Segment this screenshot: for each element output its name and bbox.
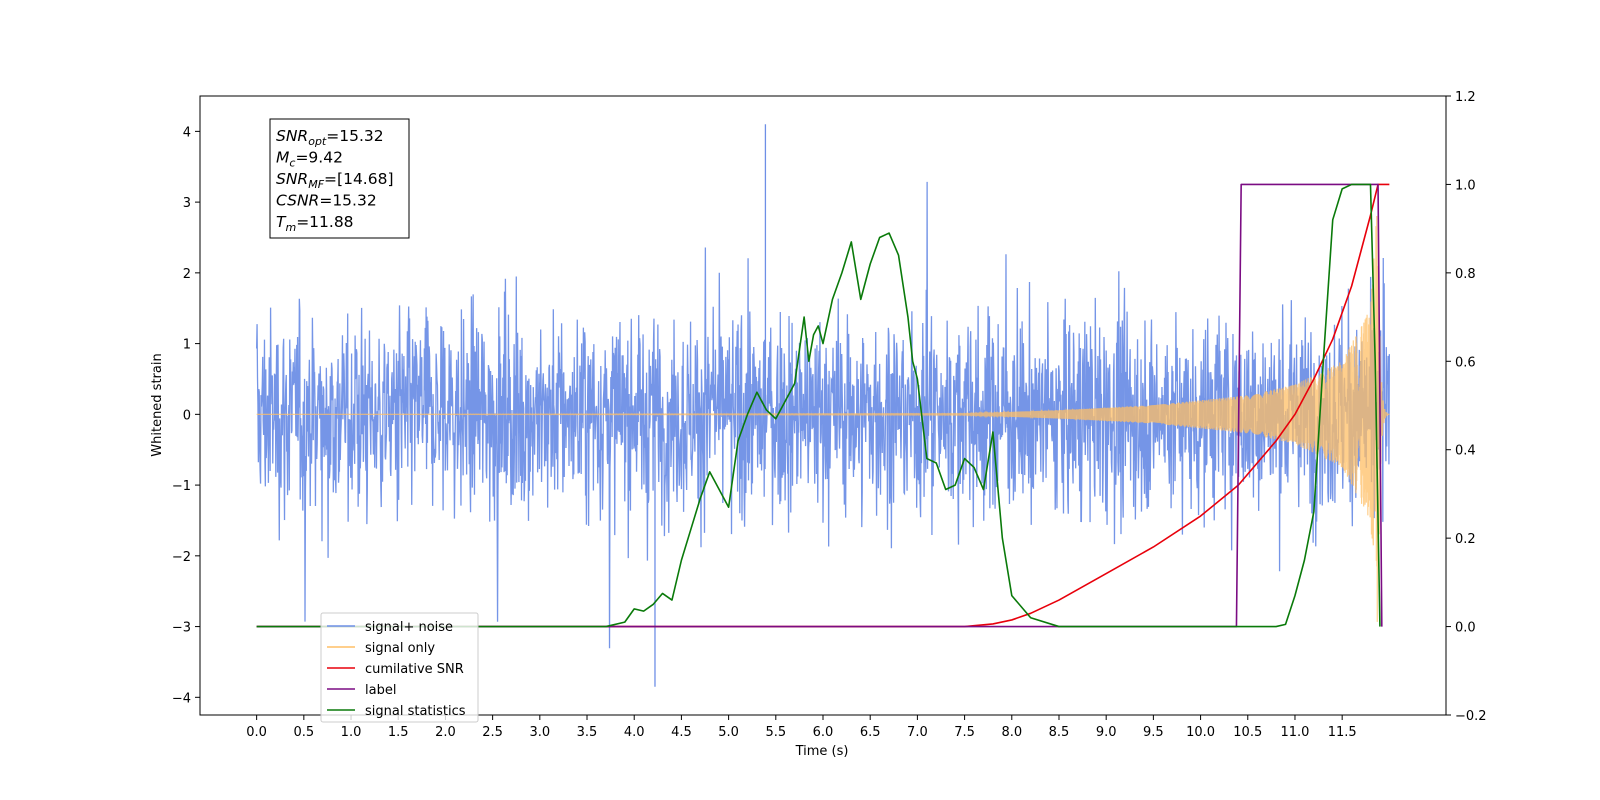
y-tick-label: 2 (183, 267, 191, 282)
y2-tick-label: 0.0 (1455, 621, 1476, 636)
x-tick-label: 7.0 (907, 725, 928, 740)
y-tick-label: −1 (172, 479, 191, 494)
y-tick-label: −2 (172, 550, 191, 565)
info-box-frame (269, 118, 410, 239)
signal-only-line (256, 215, 1390, 622)
y2-tick-label: −0.2 (1455, 709, 1487, 724)
info-value: =[14.68] (324, 170, 393, 188)
x-tick-label: 8.5 (1049, 725, 1070, 740)
y-tick-label: −3 (172, 621, 191, 636)
series-signal-statistics (256, 183, 1381, 628)
legend-label: cumilative SNR (365, 662, 464, 677)
y2-tick-label: 0.6 (1455, 355, 1476, 370)
x-tick-label: 10.5 (1233, 725, 1262, 740)
x-tick-label: 3.0 (529, 725, 550, 740)
x-tick-label: 11.5 (1328, 725, 1357, 740)
info-value: =15.32 (319, 192, 376, 210)
info-line: Mc=9.42 (276, 149, 343, 170)
x-tick-label: 9.0 (1096, 725, 1117, 740)
info-line: SNRMF=[14.68] (276, 170, 394, 191)
x-tick-label: 11.0 (1280, 725, 1309, 740)
y2-tick-label: 0.2 (1455, 532, 1476, 547)
info-line: CSNR=15.32 (276, 192, 377, 210)
y-tick-label: 0 (183, 408, 191, 423)
plot-area (255, 124, 1391, 687)
x-tick-label: 8.0 (1001, 725, 1022, 740)
x-tick-label: 5.0 (718, 725, 739, 740)
x-tick-label: 6.0 (813, 725, 834, 740)
x-axis: 0.0 0.5 1.0 1.5 2.0 2.5 3.0 3.5 4.0 4.5 5.0 5.5 6.0 6… (246, 715, 1357, 740)
info-symbol: SNR (276, 170, 308, 188)
legend-label: label (365, 683, 396, 698)
label-line (256, 183, 1383, 628)
info-line: Tm=11.88 (276, 213, 354, 234)
info-symbol: CSNR (276, 192, 319, 210)
info-subscript: c (289, 157, 295, 170)
info-symbol: T (276, 213, 287, 231)
info-subscript: m (285, 221, 296, 234)
x-tick-label: 2.5 (482, 725, 503, 740)
info-value: =11.88 (296, 213, 353, 231)
x-tick-label: 4.0 (624, 725, 645, 740)
series-label (256, 183, 1383, 628)
legend-label: signal statistics (365, 704, 466, 719)
signal-plus-noise-line (255, 181, 1391, 649)
info-line: SNRopt=15.32 (276, 127, 384, 148)
legend-label: signal+ noise (365, 620, 453, 635)
y2-tick-label: 0.8 (1455, 267, 1476, 282)
y-tick-label: 3 (183, 196, 191, 211)
x-tick-label: 0.0 (246, 725, 267, 740)
x-tick-label: 4.5 (671, 725, 692, 740)
info-value: =9.42 (295, 149, 343, 167)
y-axis-left: −4 −3 −2 −1 0 1 2 3 4 (172, 125, 200, 706)
x-tick-label: 1.5 (388, 725, 409, 740)
series-signal-only (256, 215, 1390, 622)
x-tick-label: 1.0 (341, 725, 362, 740)
x-tick-label: 3.5 (577, 725, 598, 740)
info-box: SNRopt=15.32Mc=9.42SNRMF=[14.68]CSNR=15.… (269, 118, 410, 239)
y-axis-right: −0.2 0.0 0.2 0.4 0.6 0.8 1.0 1.2 (1446, 90, 1487, 724)
legend: signal+ noise signal only cumilative SNR la… (320, 612, 479, 723)
series-signal-plus-noise (255, 124, 1391, 687)
y-tick-label: 4 (183, 125, 191, 140)
x-tick-label: 0.5 (293, 725, 314, 740)
info-symbol: SNR (276, 127, 308, 145)
info-subscript: MF (308, 178, 324, 191)
y-axis-label: Whitened strain (150, 353, 165, 456)
signal-statistics-line (256, 183, 1381, 628)
info-symbol: M (276, 149, 289, 167)
y-tick-label: −4 (172, 691, 191, 706)
x-tick-label: 9.5 (1143, 725, 1164, 740)
x-axis-label: Time (s) (795, 744, 849, 759)
info-value: =15.32 (326, 127, 383, 145)
legend-label: signal only (365, 641, 435, 656)
x-tick-label: 2.0 (435, 725, 456, 740)
x-tick-label: 5.5 (765, 725, 786, 740)
y2-tick-label: 1.0 (1455, 178, 1476, 193)
info-subscript: opt (308, 135, 327, 148)
y2-tick-label: 0.4 (1455, 444, 1476, 459)
y2-tick-label: 1.2 (1455, 90, 1476, 105)
x-tick-label: 6.5 (860, 725, 881, 740)
legend-frame (320, 612, 479, 723)
x-tick-label: 7.5 (954, 725, 975, 740)
y-tick-label: 1 (183, 338, 191, 353)
x-tick-label: 10.0 (1186, 725, 1215, 740)
